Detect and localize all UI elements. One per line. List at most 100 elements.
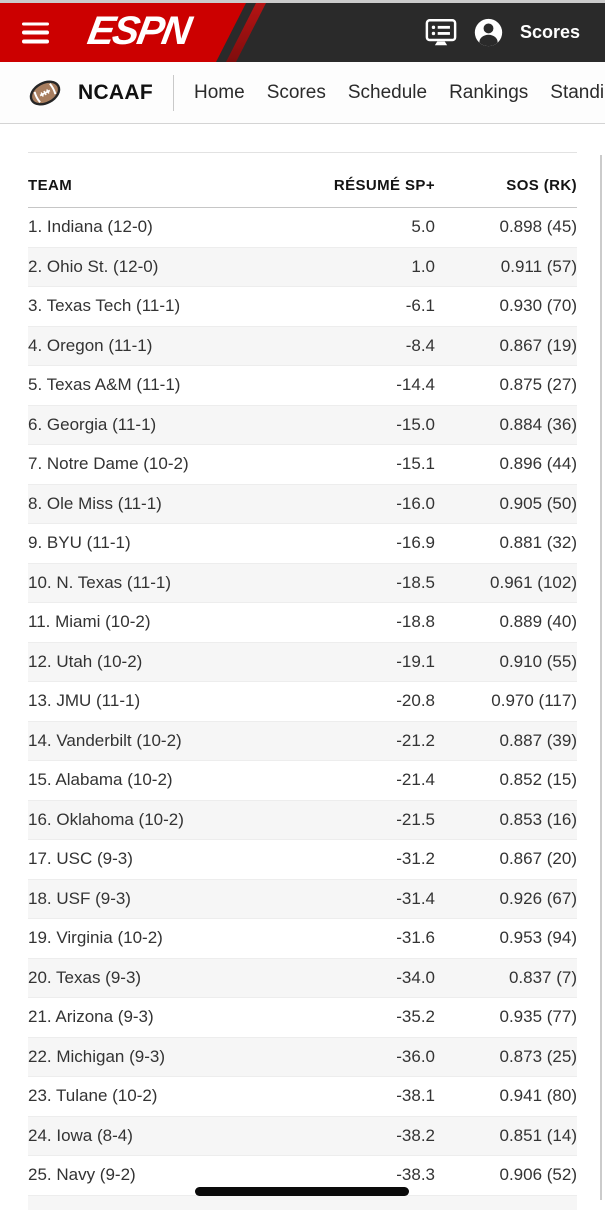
col-header-team: TEAM <box>28 177 73 194</box>
table-row: 12. Utah (10-2) -19.1 0.910 (55) <box>28 642 578 682</box>
table-row: 9. BYU (11-1) -16.9 0.881 (32) <box>28 524 577 564</box>
resume-sp-cell: -21.2 <box>396 730 435 750</box>
subnav-item[interactable]: Scores <box>266 81 326 103</box>
resume-sp-cell: -16.0 <box>396 493 435 513</box>
sos-cell: 0.887 (39) <box>499 730 578 750</box>
table-row: 20. Texas (9-3) -34.0 0.837 (7) <box>28 958 577 998</box>
football-icon <box>25 72 65 114</box>
sos-cell: 0.881 (32) <box>499 533 578 553</box>
col-header-resume-sp: RÉSUMÉ SP+ <box>333 177 435 194</box>
col-header-sos: SOS (RK) <box>506 177 577 194</box>
subnav-item[interactable]: Rankings <box>449 81 529 103</box>
sos-cell: 0.935 (77) <box>499 1007 578 1027</box>
table-row: 3. Texas Tech (11-1) -6.1 0.930 (70) <box>28 287 577 327</box>
table-row: 1. Indiana (12-0) 5.0 0.898 (45) <box>28 208 577 248</box>
team-cell: 17. USC (9-3) <box>28 849 133 869</box>
resume-sp-cell: -31.4 <box>396 888 435 908</box>
resume-sp-cell: -38.3 <box>396 1165 435 1185</box>
team-cell: 7. Notre Dame (10-2) <box>28 454 189 474</box>
sos-cell: 0.906 (52) <box>499 1165 578 1185</box>
hamburger-menu-icon[interactable] <box>22 22 49 43</box>
resume-sp-cell: -15.1 <box>396 454 435 474</box>
team-cell: 19. Virginia (10-2) <box>28 928 163 948</box>
resume-sp-cell: -21.4 <box>396 770 435 790</box>
team-cell: 6. Georgia (11-1) <box>28 414 157 434</box>
resume-sp-cell: -8.4 <box>405 335 435 355</box>
sos-cell: 0.867 (20) <box>499 849 578 869</box>
resume-sp-cell: -14.4 <box>396 375 435 395</box>
league-name: NCAAF <box>78 80 153 104</box>
global-header: ESPN Scores <box>0 3 605 62</box>
subnav-divider <box>173 74 174 111</box>
espn-logo[interactable]: ESPN <box>84 9 194 53</box>
sos-cell: 0.837 (7) <box>508 967 577 987</box>
sos-cell: 0.953 (94) <box>499 928 578 948</box>
team-cell: 10. N. Texas (11-1) <box>28 572 171 592</box>
table-row: 13. JMU (11-1) -20.8 0.970 (117) <box>28 682 577 722</box>
sos-cell: 0.884 (36) <box>499 414 578 434</box>
table-row: 16. Oklahoma (10-2) -21.5 0.853 (16) <box>28 800 577 840</box>
status-bar-hairline <box>0 0 605 3</box>
table-row: 2. Ohio St. (12-0) 1.0 0.911 (57) <box>28 247 577 287</box>
subnav-item[interactable]: Schedule <box>347 81 428 103</box>
topbar-actions: Scores <box>425 3 580 62</box>
sos-cell: 0.926 (67) <box>499 888 578 908</box>
team-cell: 15. Alabama (10-2) <box>28 770 173 790</box>
table-row: 10. N. Texas (11-1) -18.5 0.961 (102) <box>28 563 577 603</box>
resume-sp-cell: -6.1 <box>405 296 435 316</box>
scrollbar-track[interactable] <box>600 155 602 1200</box>
resume-sp-cell: -34.0 <box>396 967 435 987</box>
scores-link[interactable]: Scores <box>519 22 580 42</box>
table-row: 23. Tulane (10-2) -38.1 0.941 (80) <box>28 1077 577 1117</box>
next-row-sliver <box>28 1195 577 1210</box>
resume-sp-cell: -16.9 <box>396 533 435 553</box>
sos-cell: 0.961 (102) <box>490 572 577 592</box>
home-indicator <box>195 1187 409 1196</box>
team-cell: 16. Oklahoma (10-2) <box>28 809 184 829</box>
sos-cell: 0.910 (55) <box>499 651 578 671</box>
team-cell: 12. Utah (10-2) <box>28 651 143 671</box>
resume-sp-cell: -31.2 <box>396 849 435 869</box>
table-row: 24. Iowa (8-4) -38.2 0.851 (14) <box>28 1116 578 1156</box>
table-row: 14. Vanderbilt (10-2) -21.2 0.887 (39) <box>28 721 578 761</box>
table-row: 11. Miami (10-2) -18.8 0.889 (40) <box>28 603 577 643</box>
resume-sp-cell: 1.0 <box>411 256 435 276</box>
team-cell: 11. Miami (10-2) <box>28 612 151 632</box>
team-cell: 22. Michigan (9-3) <box>28 1046 166 1066</box>
table-row: 7. Notre Dame (10-2) -15.1 0.896 (44) <box>28 445 577 485</box>
team-cell: 4. Oregon (11-1) <box>28 335 153 355</box>
rankings-table: TEAM RÉSUMÉ SP+ SOS (RK) 1. Indiana (12-… <box>28 152 577 1210</box>
league-subnav: NCAAF Home Scores Schedule Rankings Stan… <box>0 62 605 124</box>
table-row: 4. Oregon (11-1) -8.4 0.867 (19) <box>28 326 578 366</box>
ncaaf-home-link[interactable]: NCAAF <box>25 72 153 114</box>
team-cell: 3. Texas Tech (11-1) <box>28 296 181 316</box>
resume-sp-cell: -18.8 <box>396 612 435 632</box>
scoreboard-icon[interactable] <box>425 18 457 47</box>
resume-sp-cell: -38.2 <box>396 1125 435 1145</box>
team-cell: 1. Indiana (12-0) <box>28 217 153 237</box>
sos-cell: 0.930 (70) <box>499 296 578 316</box>
sos-cell: 0.851 (14) <box>499 1125 578 1145</box>
table-row: 17. USC (9-3) -31.2 0.867 (20) <box>28 840 577 880</box>
sos-cell: 0.873 (25) <box>499 1046 578 1066</box>
table-row: 6. Georgia (11-1) -15.0 0.884 (36) <box>28 405 578 445</box>
table-row: 5. Texas A&M (11-1) -14.4 0.875 (27) <box>28 366 577 406</box>
sos-cell: 0.852 (15) <box>499 770 578 790</box>
subnav-item[interactable]: Home <box>194 81 245 103</box>
team-cell: 9. BYU (11-1) <box>28 533 131 553</box>
sos-cell: 0.889 (40) <box>499 612 578 632</box>
team-cell: 14. Vanderbilt (10-2) <box>28 730 182 750</box>
team-cell: 23. Tulane (10-2) <box>28 1086 158 1106</box>
table-row: 18. USF (9-3) -31.4 0.926 (67) <box>28 879 578 919</box>
resume-sp-cell: -38.1 <box>396 1086 435 1106</box>
sos-cell: 0.867 (19) <box>499 335 578 355</box>
profile-icon[interactable] <box>473 17 504 48</box>
subnav-items: Home Scores Schedule Rankings Standings <box>194 82 605 104</box>
subnav-item[interactable]: Standings <box>550 81 605 103</box>
table-body: 1. Indiana (12-0) 5.0 0.898 (45) 2. Ohio… <box>28 208 577 1196</box>
team-cell: 5. Texas A&M (11-1) <box>28 375 181 395</box>
table-row: 19. Virginia (10-2) -31.6 0.953 (94) <box>28 919 577 959</box>
table-header-row: TEAM RÉSUMÉ SP+ SOS (RK) <box>28 153 577 208</box>
table-row: 8. Ole Miss (11-1) -16.0 0.905 (50) <box>28 484 578 524</box>
sos-cell: 0.905 (50) <box>499 493 578 513</box>
